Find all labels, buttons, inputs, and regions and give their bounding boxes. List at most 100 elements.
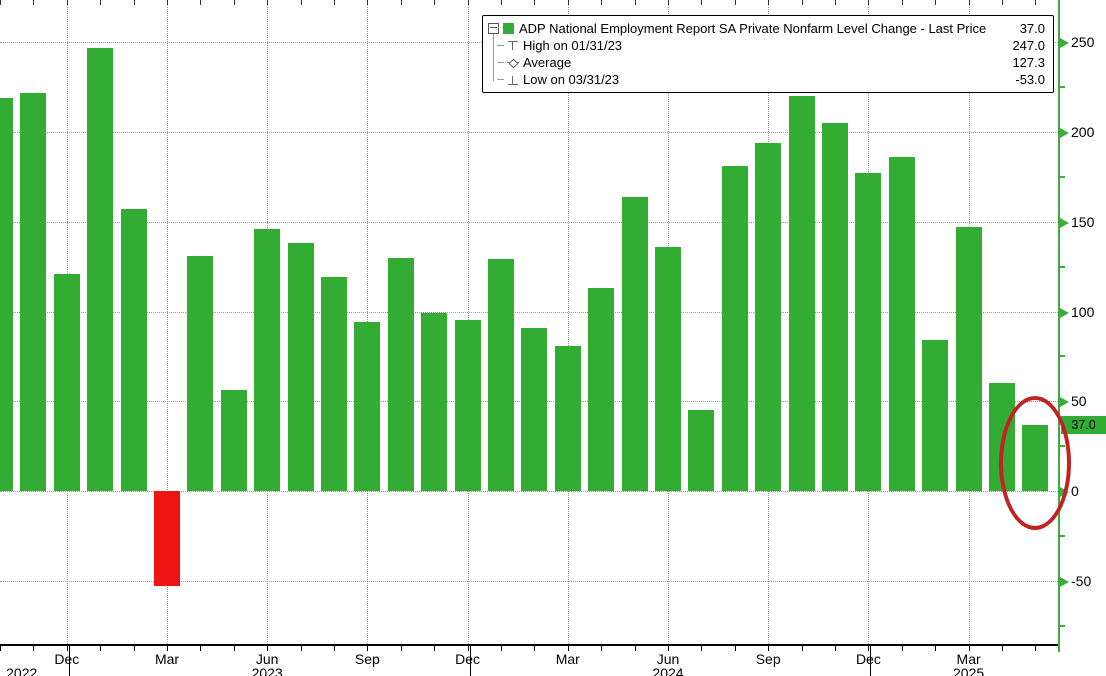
top-month-tick <box>267 0 269 5</box>
bottom-month-tick <box>668 644 669 651</box>
gridline-horizontal <box>0 221 1058 223</box>
bottom-month-tick <box>567 644 569 651</box>
x-axis-year-label: 2022 <box>6 665 38 676</box>
legend-collapse-icon[interactable] <box>488 23 499 34</box>
bar-Apr-2023 <box>187 255 214 491</box>
year-separator-line <box>68 644 70 676</box>
x-axis-year-label: 2023 <box>251 665 283 676</box>
bottom-month-tick <box>233 644 235 651</box>
x-axis-month-label: Sep <box>755 651 781 667</box>
x-axis-month-label: Dec <box>855 651 881 667</box>
top-month-tick <box>367 0 369 5</box>
average-label: Average <box>523 55 572 70</box>
y-axis-major-tick-arrow <box>1060 38 1069 49</box>
top-month-tick <box>668 0 669 5</box>
high-label: High on 01/31/23 <box>523 38 623 53</box>
top-month-tick <box>100 0 102 5</box>
top-month-tick <box>734 0 736 5</box>
bottom-month-tick <box>200 644 202 651</box>
y-axis-tick-label: 0 <box>1071 483 1079 499</box>
tree-branch <box>497 79 504 80</box>
gridline-horizontal <box>0 491 1058 492</box>
tree-branch <box>497 62 504 63</box>
x-axis-month-label: Jun <box>656 651 680 667</box>
bar-Nov-2023 <box>421 313 448 491</box>
bar-Jan-2024 <box>488 259 514 491</box>
top-month-tick <box>334 0 335 5</box>
y-axis-major-tick-arrow <box>1060 397 1069 408</box>
bar-Oct-2022 <box>0 97 13 491</box>
legend-row-average: Average 127.3 <box>487 54 1045 71</box>
legend-row-series: ADP National Employment Report SA Privat… <box>487 20 1045 37</box>
bar-Feb-2025 <box>922 340 949 491</box>
bar-Nov-2022 <box>20 92 47 491</box>
last-price-tag: 37.0 <box>1061 415 1106 434</box>
y-axis-major-tick-arrow <box>1060 217 1069 228</box>
y-axis-minor-tick <box>1060 86 1065 89</box>
average-value: 127.3 <box>1012 55 1045 70</box>
y-axis-minor-tick <box>1060 534 1065 537</box>
y-axis-tick-label: 50 <box>1071 393 1087 410</box>
bar-Dec-2022 <box>53 273 80 491</box>
bottom-month-tick <box>734 644 736 651</box>
top-month-tick <box>1002 0 1003 5</box>
bar-Feb-2023 <box>120 209 147 491</box>
y-axis-minor-tick <box>1060 624 1065 627</box>
top-month-tick <box>434 0 436 5</box>
bottom-month-tick <box>66 644 68 651</box>
bar-Aug-2023 <box>321 277 347 491</box>
gridline-vertical <box>567 0 569 644</box>
low-label: Low on 03/31/23 <box>523 72 620 87</box>
bottom-month-tick <box>634 644 636 651</box>
low-marker-icon <box>507 74 519 86</box>
bar-Mar-2023 <box>154 491 180 587</box>
legend-tree-line <box>493 28 494 81</box>
bottom-month-tick <box>1002 644 1003 651</box>
top-month-tick <box>601 0 603 5</box>
y-axis-minor-tick <box>1060 175 1065 178</box>
x-axis-month-label: Dec <box>54 651 80 667</box>
series-swatch-icon <box>503 23 514 34</box>
top-month-tick <box>467 0 469 5</box>
bottom-month-tick <box>901 644 903 651</box>
y-axis-tick-label: 250 <box>1071 34 1095 51</box>
bar-Apr-2024 <box>588 288 615 491</box>
x-axis-year-label: 2024 <box>652 665 684 676</box>
top-month-tick <box>33 0 35 5</box>
legend-row-low: Low on 03/31/23 -53.0 <box>487 71 1045 88</box>
bottom-month-tick <box>434 644 436 651</box>
top-month-tick <box>200 0 202 5</box>
bar-Jan-2023 <box>87 47 114 491</box>
high-marker-icon <box>507 40 519 52</box>
bar-Mar-2024 <box>554 345 581 491</box>
x-axis-year-label: 2025 <box>953 665 985 676</box>
y-axis-line <box>1058 0 1060 652</box>
top-month-tick <box>634 0 636 5</box>
top-month-tick <box>167 0 168 5</box>
x-axis-month-label: Jun <box>255 651 279 667</box>
low-value: -53.0 <box>1015 72 1045 87</box>
bar-Jul-2024 <box>688 410 715 491</box>
bottom-month-tick <box>768 644 770 651</box>
bar-Jan-2025 <box>888 157 915 491</box>
bar-Oct-2024 <box>788 96 815 491</box>
top-month-tick <box>400 0 402 5</box>
bottom-month-tick <box>801 644 803 651</box>
top-month-tick <box>835 0 836 5</box>
top-month-tick <box>534 0 536 5</box>
bottom-month-tick <box>0 644 1 651</box>
bottom-month-tick <box>167 644 168 651</box>
year-separator-line <box>469 644 471 676</box>
top-month-tick <box>901 0 903 5</box>
bottom-month-tick <box>935 644 937 651</box>
gridline-vertical <box>367 0 369 644</box>
bar-Oct-2023 <box>387 257 414 491</box>
top-month-tick <box>567 0 569 5</box>
gridline-vertical <box>167 0 168 644</box>
y-axis-tick-label: 150 <box>1071 213 1095 230</box>
y-axis-major-tick-arrow <box>1060 576 1069 587</box>
bottom-month-tick <box>334 644 335 651</box>
y-axis-major-tick-arrow <box>1060 128 1069 138</box>
x-axis-line <box>0 644 1058 646</box>
